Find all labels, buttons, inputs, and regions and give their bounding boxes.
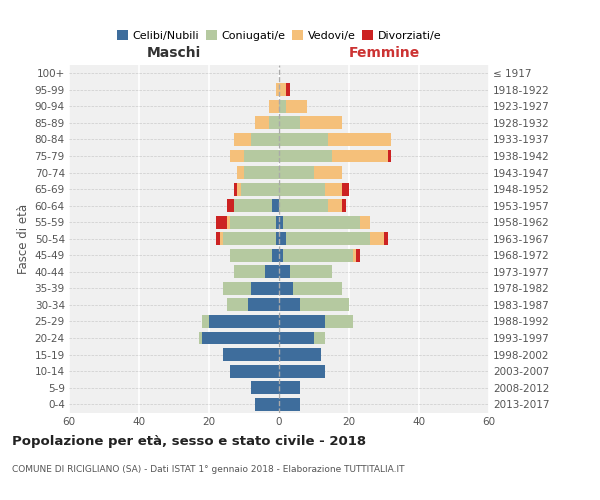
Bar (283, 249, 353, 262)
Bar (279, 249, 283, 262)
Bar (233, 266, 265, 278)
Bar (279, 116, 300, 130)
Bar (328, 133, 391, 146)
Bar (230, 216, 275, 228)
Text: Femmine: Femmine (349, 46, 419, 60)
Bar (279, 332, 314, 344)
Bar (279, 298, 300, 312)
Bar (230, 364, 279, 378)
Bar (220, 232, 223, 245)
Bar (286, 232, 370, 245)
Bar (199, 332, 202, 344)
Bar (279, 282, 293, 295)
Bar (241, 182, 279, 196)
Bar (279, 166, 314, 179)
Bar (227, 199, 233, 212)
Bar (290, 266, 331, 278)
Bar (279, 84, 286, 96)
Bar (279, 364, 325, 378)
Bar (388, 150, 391, 162)
Bar (293, 282, 342, 295)
Bar (356, 249, 359, 262)
Text: COMUNE DI RICIGLIANO (SA) - Dati ISTAT 1° gennaio 2018 - Elaborazione TUTTITALIA: COMUNE DI RICIGLIANO (SA) - Dati ISTAT 1… (12, 465, 404, 474)
Bar (314, 332, 325, 344)
Bar (251, 133, 279, 146)
Bar (237, 182, 241, 196)
Bar (227, 298, 248, 312)
Bar (244, 150, 279, 162)
Bar (279, 232, 286, 245)
Bar (272, 249, 279, 262)
Text: Maschi: Maschi (147, 46, 201, 60)
Bar (227, 216, 230, 228)
Bar (279, 133, 328, 146)
Bar (279, 398, 300, 410)
Bar (286, 84, 290, 96)
Bar (251, 381, 279, 394)
Bar (359, 216, 370, 228)
Bar (223, 348, 279, 361)
Bar (233, 182, 237, 196)
Bar (279, 182, 325, 196)
Bar (279, 266, 290, 278)
Bar (275, 232, 279, 245)
Bar (233, 199, 272, 212)
Bar (300, 116, 342, 130)
Bar (248, 298, 279, 312)
Bar (223, 282, 251, 295)
Bar (279, 381, 300, 394)
Bar (331, 150, 388, 162)
Bar (209, 315, 279, 328)
Bar (342, 182, 349, 196)
Bar (342, 199, 346, 212)
Bar (244, 166, 279, 179)
Bar (230, 150, 244, 162)
Bar (275, 84, 279, 96)
Bar (384, 232, 388, 245)
Legend: Celibi/Nubili, Coniugati/e, Vedovi/e, Divorziati/e: Celibi/Nubili, Coniugati/e, Vedovi/e, Di… (112, 26, 446, 45)
Bar (233, 133, 251, 146)
Bar (279, 348, 321, 361)
Bar (325, 315, 353, 328)
Bar (272, 199, 279, 212)
Bar (251, 282, 279, 295)
Bar (237, 166, 244, 179)
Bar (269, 100, 279, 113)
Bar (216, 216, 227, 228)
Bar (314, 166, 342, 179)
Bar (269, 116, 279, 130)
Bar (283, 216, 359, 228)
Bar (223, 232, 275, 245)
Bar (328, 199, 342, 212)
Bar (202, 315, 209, 328)
Bar (279, 199, 328, 212)
Bar (325, 182, 342, 196)
Bar (216, 232, 220, 245)
Bar (286, 100, 307, 113)
Bar (275, 216, 279, 228)
Text: Popolazione per età, sesso e stato civile - 2018: Popolazione per età, sesso e stato civil… (12, 435, 366, 448)
Bar (279, 216, 283, 228)
Bar (202, 332, 279, 344)
Bar (230, 249, 272, 262)
Bar (254, 398, 279, 410)
Bar (279, 150, 331, 162)
Y-axis label: Fasce di età: Fasce di età (17, 204, 31, 274)
Bar (265, 266, 279, 278)
Bar (279, 100, 286, 113)
Bar (370, 232, 384, 245)
Bar (254, 116, 269, 130)
Bar (353, 249, 356, 262)
Bar (279, 315, 325, 328)
Bar (300, 298, 349, 312)
